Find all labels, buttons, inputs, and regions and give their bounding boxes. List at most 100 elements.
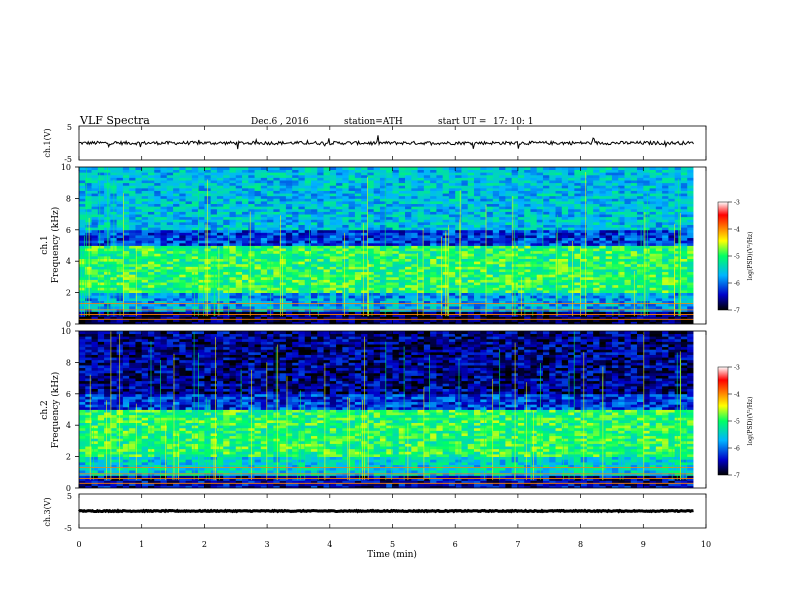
ch1-spectrogram-cell [680,208,688,212]
ch1-spectrogram-cell [116,211,124,215]
ch1-spectrogram-cell [555,248,563,252]
ch1-spectrogram-cell [386,263,393,267]
ch1-spectrogram-cell [605,237,613,241]
ch1-spectrogram-cell [379,316,387,320]
ch1-spectrogram-cell [191,240,199,244]
ch1-spectrogram-cell [285,258,293,262]
ch1-spectrogram-cell [304,306,312,310]
ch1-spectrogram-cell [643,198,650,202]
ch1-spectrogram-cell [480,201,487,205]
ch1-spectrogram-cell [248,269,255,273]
ch1-spectrogram-cell [342,193,350,197]
ch1-spectrogram-cell [361,221,368,225]
ch1-spectrogram-cell [242,248,249,252]
ch1-spectrogram-cell [216,216,224,220]
ch1-spectrogram-cell [618,253,625,257]
ch1-spectrogram-cell [492,295,500,299]
ch1-spectrogram-cell [605,295,613,299]
ch1-spectrogram-cell [229,274,237,278]
ch1-spectrogram-cell [198,316,205,320]
ch1-spectrogram-cell [593,311,600,315]
ch1-spectrogram-cell [116,253,124,257]
ch1-spectrogram-cell [436,269,444,273]
ch1-spectrogram-cell [467,190,475,194]
ch1-spectrogram-cell [216,242,224,246]
ch1-spectrogram-cell [248,206,255,210]
ch1-spectrogram-cell [467,216,475,220]
ch1-spectrogram-cell [517,240,525,244]
ch1-spectrogram-cell [549,279,556,283]
ch1-spectrogram-cell [292,313,299,317]
ch1-spectrogram-cell [680,306,688,310]
ch1-spectrogram-cell [273,258,281,262]
ch1-spectrogram-cell [492,297,500,302]
ch1-spectrogram-cell [655,232,663,236]
ch1-spectrogram-cell [336,195,343,199]
ch1-spectrogram-cell [166,190,174,194]
ch1-spectrogram-cell [511,237,519,241]
ch1-spectrogram-cell [405,201,412,205]
ch1-spectrogram-cell [229,303,237,307]
ch1-spectrogram-cell [242,255,249,259]
ch1-spectrogram-cell [668,255,676,259]
ch1-spectrogram-cell [499,295,506,299]
ch1-spectrogram-cell [129,258,136,262]
ch1-spectrogram-cell [624,282,632,286]
ch1-spectrogram-cell [254,318,262,322]
ch1-spectrogram-cell [486,240,494,244]
ch1-spectrogram-cell [492,221,500,225]
ch1-spectrogram-cell [442,316,450,320]
ch1-spectrogram-cell [141,276,149,280]
ch1-spectrogram-cell [499,201,506,205]
ch1-spectrogram-cell [279,216,287,220]
ch1-spectrogram-cell [561,193,569,197]
ch1-spectrogram-cell [292,195,299,199]
ch1-spectrogram-cell [405,245,412,249]
ch1-spectrogram-cell [242,258,249,262]
ch1-spectrogram-cell [474,190,481,194]
ch1-spectrogram-cell [668,297,676,302]
ch1-spectrogram-cell [160,253,168,257]
ch1-spectrogram-cell [530,276,538,280]
ch1-spectrogram-cell [430,279,437,283]
ch1-spectrogram-cell [373,271,381,275]
ch1-spectrogram-cell [492,206,500,210]
ch1-spectrogram-cell [273,295,281,299]
ch1-spectrogram-cell [655,316,663,320]
ch1-spectrogram-cell [223,250,230,254]
ch1-spectrogram-cell [298,269,306,273]
ch1-spectrogram-cell [342,287,350,291]
ch1-spectrogram-cell [116,258,124,262]
ch1-spectrogram-cell [411,279,418,283]
ch1-spectrogram-cell [605,193,613,197]
ch1-spectrogram-cell [517,321,525,324]
ch1-spectrogram-cell [480,224,487,228]
ch1-spectrogram-cell [116,235,124,239]
ch1-spectrogram-cell [141,237,149,241]
ch1-spectrogram-cell [223,237,230,241]
ch1-spectrogram-cell [662,300,669,304]
ch1-spectrogram-cell [649,313,657,317]
ch1-spectrogram-cell [436,292,444,296]
ch1-spectrogram-cell [323,248,331,252]
ch1-spectrogram-cell [455,229,462,233]
ch1-spectrogram-cell [480,208,487,212]
ch1-spectrogram-cell [97,245,105,249]
ch1-spectrogram-cell [97,242,105,246]
ch1-spectrogram-cell [555,271,563,275]
ch1-spectrogram-cell [229,240,237,244]
ch1-spectrogram-cell [298,190,306,194]
ch1-spectrogram-cell [135,284,143,288]
ch1-spectrogram-cell [480,211,487,215]
ch1-spectrogram-cell [637,263,644,267]
ch1-spectrogram-cell [480,303,487,307]
ch1-spectrogram-cell [248,242,255,246]
ch1-spectrogram-cell [141,321,149,324]
ch1-spectrogram-cell [129,303,136,307]
ch1-spectrogram-cell [154,201,161,205]
ch1-spectrogram-cell [97,235,105,239]
ch1-spectrogram-cell [273,250,281,254]
ch1-spectrogram-cell [417,313,425,317]
ch1-spectrogram-cell [561,289,569,293]
ch1-spectrogram-cell [160,235,168,239]
